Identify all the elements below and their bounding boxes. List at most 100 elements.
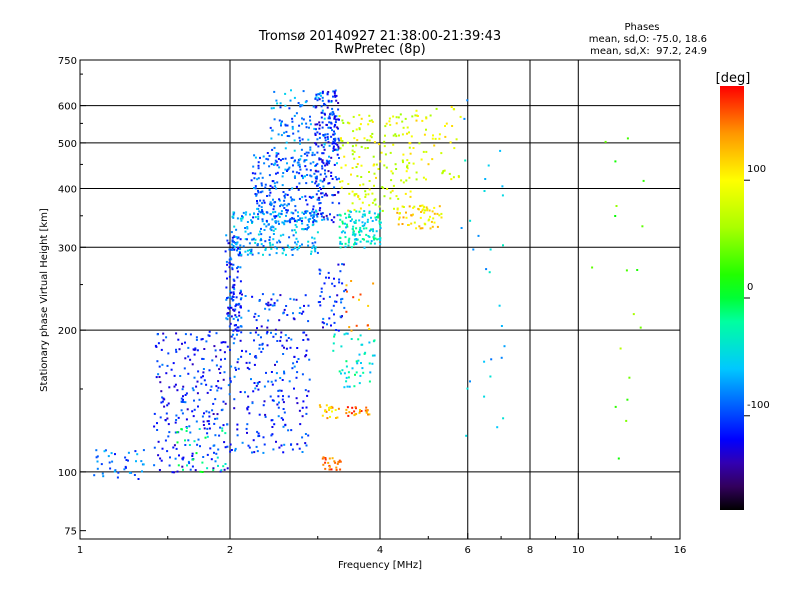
data-point xyxy=(232,263,235,266)
data-point xyxy=(202,358,205,360)
data-point xyxy=(496,426,499,429)
data-point xyxy=(320,287,323,290)
data-point xyxy=(274,227,277,230)
data-point xyxy=(281,175,284,178)
data-point xyxy=(241,441,244,444)
data-point xyxy=(431,225,434,228)
data-point xyxy=(215,364,218,367)
data-point xyxy=(261,293,264,296)
data-point xyxy=(368,229,371,232)
data-point xyxy=(257,177,260,180)
data-point xyxy=(232,216,235,219)
data-point xyxy=(252,238,255,241)
data-point xyxy=(179,375,182,377)
data-point xyxy=(295,243,298,246)
data-point xyxy=(286,209,289,212)
data-point xyxy=(258,347,261,350)
data-point xyxy=(351,145,354,148)
data-point xyxy=(267,158,270,161)
data-point xyxy=(271,129,274,132)
data-point xyxy=(307,240,310,243)
data-point xyxy=(422,150,425,153)
data-point xyxy=(162,339,165,342)
data-point xyxy=(229,381,232,384)
data-point xyxy=(483,360,486,363)
data-point xyxy=(140,460,143,463)
data-point xyxy=(287,395,290,398)
data-point xyxy=(236,333,238,336)
data-point xyxy=(269,191,272,194)
data-point xyxy=(321,196,324,198)
data-point xyxy=(283,411,286,414)
data-point xyxy=(233,248,236,251)
data-point xyxy=(302,310,305,313)
data-point xyxy=(226,312,229,315)
data-point xyxy=(202,375,204,378)
data-point xyxy=(319,187,321,189)
data-point xyxy=(316,99,319,102)
data-point xyxy=(298,124,301,127)
data-point xyxy=(431,137,434,140)
data-point xyxy=(363,246,366,249)
data-point xyxy=(333,163,336,166)
data-point xyxy=(157,454,160,457)
data-point xyxy=(297,240,299,243)
data-point xyxy=(279,294,282,297)
data-point xyxy=(353,193,356,196)
data-point xyxy=(502,417,505,420)
data-point xyxy=(239,266,242,269)
data-point xyxy=(263,400,266,403)
data-point xyxy=(322,146,325,149)
data-point xyxy=(420,211,423,213)
data-point xyxy=(318,132,321,135)
data-point xyxy=(353,208,356,211)
data-point xyxy=(358,298,360,301)
data-point xyxy=(258,204,261,207)
data-point xyxy=(214,398,217,401)
data-point xyxy=(240,331,243,334)
data-point xyxy=(219,372,222,374)
data-point xyxy=(192,458,195,461)
data-point xyxy=(361,201,364,204)
data-point xyxy=(276,171,279,174)
data-point xyxy=(196,443,199,446)
data-point xyxy=(340,186,343,189)
data-point xyxy=(332,221,335,224)
data-point xyxy=(299,142,301,145)
data-point xyxy=(414,114,417,117)
data-point xyxy=(316,123,319,126)
data-point xyxy=(333,130,335,133)
data-point xyxy=(396,211,399,214)
data-point xyxy=(433,221,436,224)
data-point xyxy=(352,296,355,299)
data-point xyxy=(281,252,284,255)
data-point xyxy=(233,375,236,378)
data-point xyxy=(355,413,358,415)
data-point xyxy=(500,325,503,327)
data-point xyxy=(363,224,366,227)
data-point xyxy=(368,413,371,416)
data-point xyxy=(332,147,335,150)
data-point xyxy=(344,242,347,245)
data-point xyxy=(379,221,382,224)
data-point xyxy=(280,444,283,447)
data-point xyxy=(372,237,375,240)
data-point xyxy=(370,136,373,139)
data-point xyxy=(314,132,317,135)
data-point xyxy=(226,467,229,470)
data-point xyxy=(293,365,296,368)
data-point xyxy=(489,248,492,251)
data-point xyxy=(370,240,373,243)
data-point xyxy=(305,126,308,129)
data-point xyxy=(229,443,232,446)
data-point xyxy=(301,228,304,230)
data-point xyxy=(309,174,312,177)
data-point xyxy=(273,205,276,208)
data-point xyxy=(153,425,156,428)
data-point xyxy=(325,214,328,217)
data-point xyxy=(254,156,257,159)
data-point xyxy=(323,117,326,120)
data-point xyxy=(281,221,284,224)
data-point xyxy=(166,417,169,420)
data-point xyxy=(404,117,407,120)
